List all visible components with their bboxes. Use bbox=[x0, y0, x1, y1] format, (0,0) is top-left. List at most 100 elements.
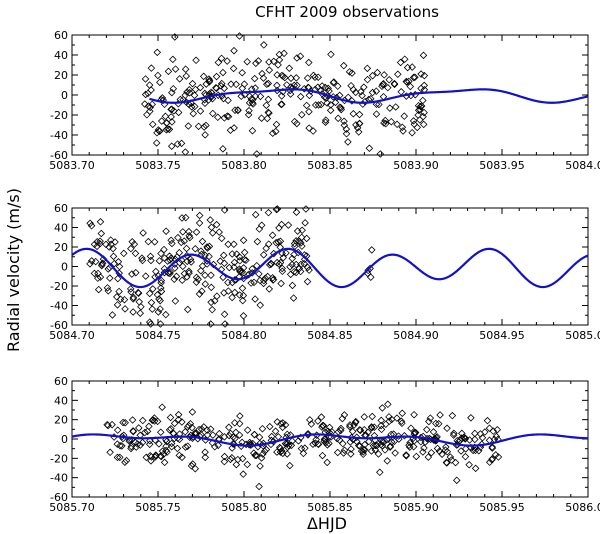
data-point bbox=[237, 92, 246, 101]
data-point bbox=[365, 437, 373, 446]
data-point bbox=[283, 430, 292, 439]
data-point bbox=[242, 440, 250, 449]
data-point bbox=[195, 290, 204, 298]
data-point bbox=[194, 275, 202, 283]
data-point bbox=[198, 262, 207, 270]
data-point bbox=[238, 454, 247, 463]
data-point bbox=[94, 285, 103, 294]
data-point bbox=[129, 427, 138, 436]
data-point bbox=[347, 445, 355, 453]
model-curve bbox=[149, 88, 589, 104]
data-point bbox=[406, 438, 414, 447]
data-point bbox=[240, 90, 249, 99]
data-point bbox=[465, 436, 474, 444]
data-point bbox=[160, 254, 169, 262]
data-point bbox=[309, 127, 317, 135]
data-point bbox=[474, 446, 483, 455]
data-point bbox=[303, 74, 312, 82]
data-point bbox=[322, 116, 330, 124]
data-point bbox=[96, 218, 105, 226]
data-point bbox=[164, 67, 173, 76]
data-point bbox=[206, 216, 215, 224]
data-point bbox=[286, 263, 294, 271]
data-point bbox=[220, 289, 228, 297]
data-point bbox=[217, 54, 226, 63]
data-point bbox=[130, 240, 139, 248]
data-point bbox=[198, 287, 206, 295]
data-point bbox=[136, 309, 145, 317]
data-point bbox=[145, 81, 154, 89]
data-point bbox=[429, 428, 438, 436]
data-point bbox=[277, 447, 286, 455]
y-tick-label: 60 bbox=[54, 202, 68, 215]
data-point bbox=[446, 453, 455, 461]
data-point bbox=[152, 451, 160, 459]
data-point bbox=[296, 92, 305, 101]
data-point bbox=[297, 233, 306, 242]
data-point bbox=[443, 447, 452, 456]
x-tick-label: 5084.95 bbox=[479, 329, 525, 342]
data-point bbox=[171, 297, 180, 305]
data-point bbox=[367, 447, 376, 455]
data-point bbox=[146, 103, 154, 112]
data-point bbox=[360, 440, 369, 449]
data-point bbox=[302, 205, 310, 213]
x-tick-label: 5085.00 bbox=[565, 329, 600, 342]
data-point bbox=[177, 238, 186, 247]
data-point bbox=[131, 249, 140, 258]
data-point bbox=[157, 279, 165, 287]
data-point bbox=[160, 245, 168, 254]
data-point bbox=[221, 320, 229, 328]
data-point bbox=[188, 423, 196, 432]
data-point bbox=[167, 105, 175, 114]
data-point bbox=[181, 65, 190, 73]
data-point bbox=[200, 123, 208, 131]
data-point bbox=[187, 103, 196, 111]
data-point bbox=[127, 244, 135, 253]
data-point bbox=[314, 83, 322, 92]
data-point bbox=[152, 139, 161, 147]
data-point bbox=[325, 423, 334, 432]
data-point bbox=[436, 411, 444, 419]
data-point bbox=[280, 49, 288, 58]
data-point bbox=[132, 268, 140, 277]
data-point bbox=[379, 79, 388, 88]
data-point bbox=[357, 447, 366, 455]
data-point bbox=[135, 298, 144, 306]
data-point bbox=[393, 120, 401, 129]
data-point bbox=[364, 266, 372, 275]
data-point bbox=[251, 210, 260, 219]
observation-points bbox=[86, 205, 376, 328]
panel-bottom: 5085.70 5085.75 5085.80 5085.85 5085.90 5085.… bbox=[49, 375, 600, 514]
data-point bbox=[398, 123, 407, 132]
data-point bbox=[367, 424, 376, 432]
data-point bbox=[256, 92, 265, 101]
data-point bbox=[353, 437, 361, 446]
data-point bbox=[156, 320, 165, 328]
data-point bbox=[206, 425, 215, 433]
data-point bbox=[118, 432, 126, 441]
data-point bbox=[167, 236, 175, 245]
data-point bbox=[372, 110, 381, 118]
data-point bbox=[273, 418, 282, 426]
data-point bbox=[284, 441, 293, 450]
data-point bbox=[303, 263, 312, 272]
data-point bbox=[324, 84, 332, 93]
data-point bbox=[215, 228, 223, 236]
data-point bbox=[129, 293, 138, 302]
data-point bbox=[201, 448, 209, 456]
data-point bbox=[420, 444, 428, 452]
data-point bbox=[214, 58, 223, 67]
data-point bbox=[289, 294, 298, 302]
data-point bbox=[453, 476, 461, 485]
data-point bbox=[220, 452, 229, 461]
data-point bbox=[98, 259, 107, 268]
data-point bbox=[214, 113, 222, 122]
data-point bbox=[235, 32, 244, 40]
data-point bbox=[256, 462, 264, 470]
data-point bbox=[255, 225, 264, 233]
data-point bbox=[229, 440, 237, 448]
data-point bbox=[194, 122, 203, 131]
y-tick-label: 0 bbox=[61, 433, 68, 446]
data-point bbox=[386, 443, 394, 451]
